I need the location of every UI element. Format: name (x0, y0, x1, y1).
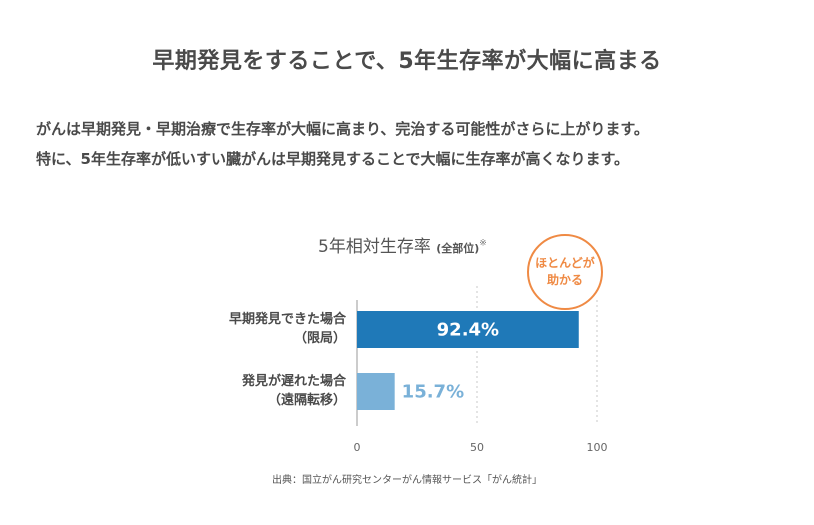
badge-line-1: ほとんどが (535, 256, 595, 270)
survival-badge: ほとんどが 助かる (527, 234, 603, 310)
bar-value-early: 92.4% (437, 320, 499, 341)
chart-title-note: ※ (479, 238, 487, 249)
chart-title-sub: (全部位) (436, 242, 480, 255)
chart-title-main: 5年相対生存率 (318, 237, 431, 257)
page-heading: 早期発見をすることで、5年生存率が大幅に高まる (152, 49, 662, 74)
bar-value-late: 15.7% (402, 382, 464, 403)
bar-late-detection (357, 373, 395, 410)
intro-text-line-2: 特に、5年生存率が低いすい臓がんは早期発見することで大幅に生存率が高くなります。 (36, 150, 630, 168)
category-label-early-sub: （限局） (293, 331, 346, 346)
x-tick-100: 100 (587, 441, 608, 454)
category-label-late: 発見が遅れた場合 （遠隔転移） (242, 372, 346, 410)
x-tick-0: 0 (354, 441, 361, 454)
bar-early-detection (357, 311, 579, 348)
source-note: 出典：国立がん研究センターがん情報サービス「がん統計」 (272, 475, 542, 486)
badge-line-2: 助かる (546, 273, 583, 287)
category-label-early: 早期発見できた場合 （限局） (229, 310, 346, 348)
category-label-late-main: 発見が遅れた場合 (241, 374, 346, 389)
x-tick-50: 50 (470, 441, 484, 454)
intro-text-line-1: がんは早期発見・早期治療で生存率が大幅に高まり、完治する可能性がさらに上がります… (36, 120, 649, 138)
chart-title: 5年相対生存率 (全部位)※ (318, 232, 487, 257)
category-label-early-main: 早期発見できた場合 (228, 312, 346, 327)
category-label-late-sub: （遠隔転移） (267, 393, 346, 408)
